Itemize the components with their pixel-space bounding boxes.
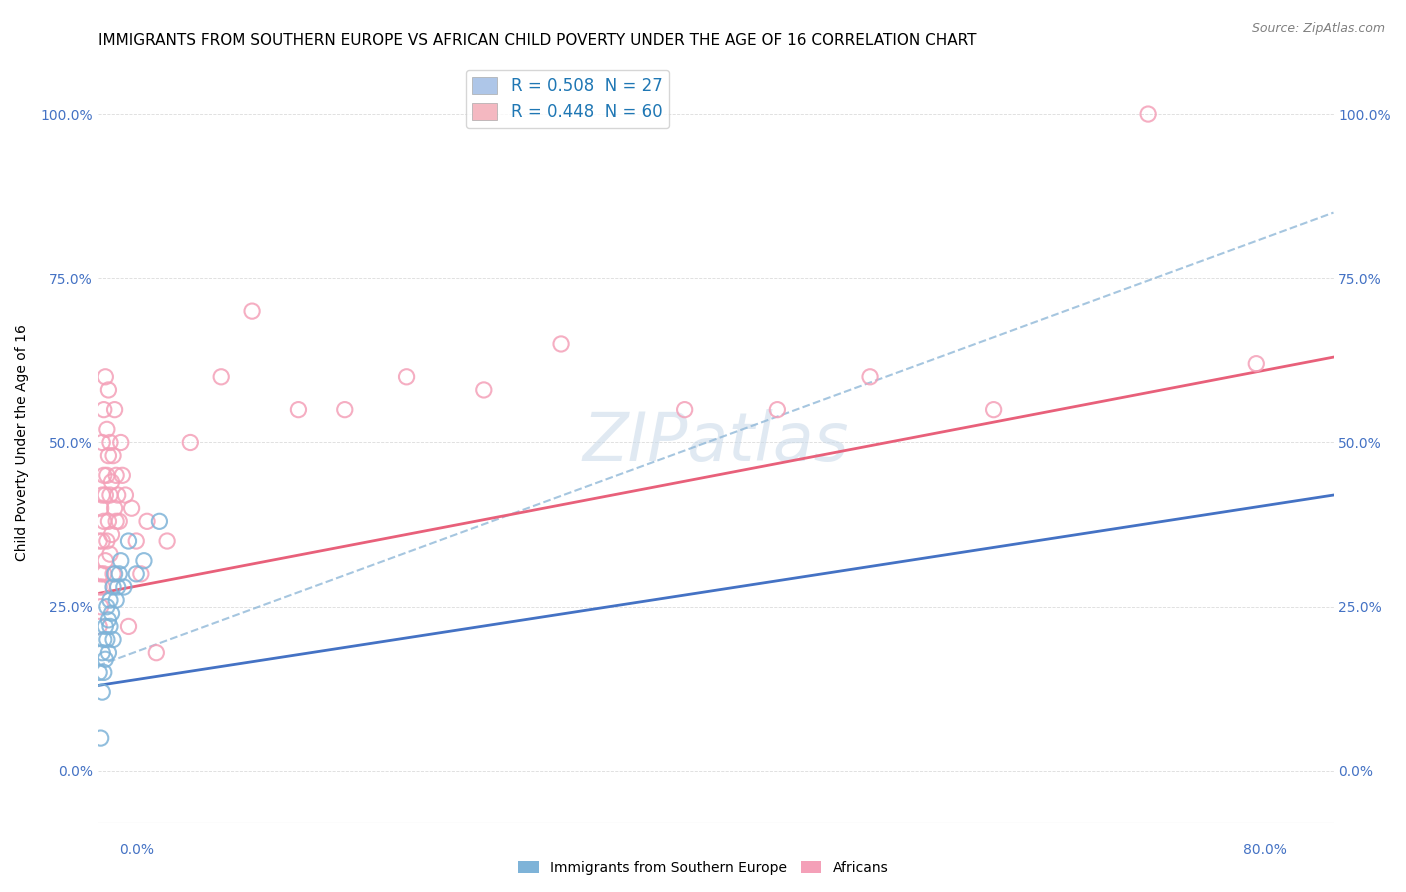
Point [105, 514, 128, 528]
Point [121, 501, 143, 516]
Point [117, 619, 139, 633]
Point [110, 554, 132, 568]
Point [112, 580, 135, 594]
Point [94, 488, 117, 502]
Point [107, 580, 129, 594]
Point [107, 488, 129, 502]
Legend: R = 0.508  N = 27, R = 0.448  N = 60: R = 0.508 N = 27, R = 0.448 N = 60 [465, 70, 669, 128]
Point [97, 449, 120, 463]
Point [108, 566, 131, 581]
Point [98, 488, 121, 502]
Point [156, 534, 179, 549]
Point [93, 566, 115, 581]
Point [983, 402, 1005, 417]
Point [108, 514, 131, 528]
Point [100, 475, 122, 489]
Text: IMMIGRANTS FROM SOUTHERN EUROPE VS AFRICAN CHILD POVERTY UNDER THE AGE OF 16 COR: IMMIGRANTS FROM SOUTHERN EUROPE VS AFRIC… [97, 33, 976, 48]
Point [105, 468, 128, 483]
Point [859, 369, 882, 384]
Point [96, 468, 118, 483]
Point [90, 501, 112, 516]
Point [125, 534, 148, 549]
Point [101, 580, 124, 594]
Point [101, 566, 124, 581]
Point [90, 731, 112, 745]
Point [91, 534, 114, 549]
Point [96, 632, 118, 647]
Point [1137, 107, 1160, 121]
Point [145, 646, 167, 660]
Point [90, 599, 112, 614]
Point [93, 665, 115, 680]
Point [114, 488, 136, 502]
Point [94, 369, 117, 384]
Point [93, 468, 115, 483]
Point [98, 619, 121, 633]
Point [100, 607, 122, 621]
Point [91, 488, 114, 502]
Point [93, 514, 115, 528]
Point [105, 593, 128, 607]
Point [91, 646, 114, 660]
Point [94, 652, 117, 666]
Point [89, 665, 111, 680]
Point [111, 468, 134, 483]
Point [104, 566, 127, 581]
Legend: Immigrants from Southern Europe, Africans: Immigrants from Southern Europe, African… [512, 855, 894, 880]
Point [136, 514, 159, 528]
Point [472, 383, 495, 397]
Point [98, 547, 121, 561]
Point [287, 402, 309, 417]
Point [96, 599, 118, 614]
Text: 80.0%: 80.0% [1243, 843, 1286, 857]
Point [110, 435, 132, 450]
Point [179, 435, 201, 450]
Point [97, 383, 120, 397]
Point [94, 619, 117, 633]
Point [98, 435, 121, 450]
Point [209, 369, 232, 384]
Point [96, 422, 118, 436]
Point [93, 402, 115, 417]
Text: ZIPatlas: ZIPatlas [582, 409, 849, 475]
Point [104, 402, 127, 417]
Point [89, 534, 111, 549]
Point [101, 449, 124, 463]
Point [97, 514, 120, 528]
Point [1246, 357, 1268, 371]
Point [766, 402, 789, 417]
Point [93, 632, 115, 647]
Point [98, 593, 121, 607]
Point [90, 566, 112, 581]
Point [91, 435, 114, 450]
Point [97, 613, 120, 627]
Point [89, 580, 111, 594]
Point [125, 566, 148, 581]
Point [395, 369, 418, 384]
Point [129, 566, 152, 581]
Text: Source: ZipAtlas.com: Source: ZipAtlas.com [1251, 22, 1385, 36]
Point [100, 527, 122, 541]
Point [132, 554, 155, 568]
Point [97, 646, 120, 660]
Point [117, 534, 139, 549]
Point [91, 685, 114, 699]
Point [101, 632, 124, 647]
Point [673, 402, 696, 417]
Point [94, 554, 117, 568]
Point [148, 514, 170, 528]
Y-axis label: Child Poverty Under the Age of 16: Child Poverty Under the Age of 16 [15, 324, 30, 561]
Point [550, 337, 572, 351]
Point [240, 304, 263, 318]
Point [91, 580, 114, 594]
Point [89, 619, 111, 633]
Point [104, 501, 127, 516]
Point [333, 402, 356, 417]
Text: 0.0%: 0.0% [120, 843, 155, 857]
Point [96, 534, 118, 549]
